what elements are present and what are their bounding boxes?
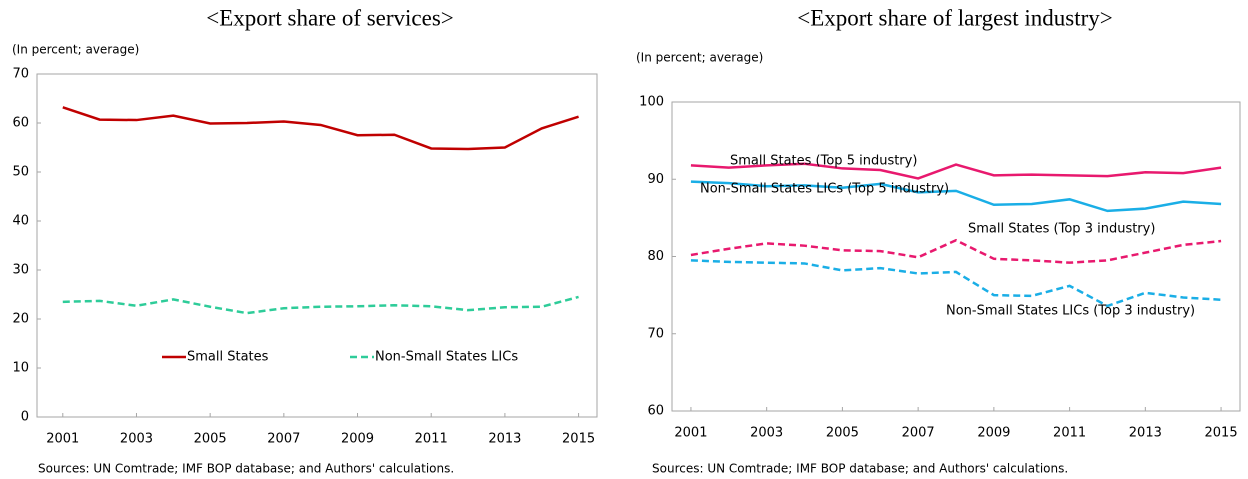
series-label: Small States (Top 5 industry) — [730, 154, 917, 169]
x-tick-label: 2015 — [562, 432, 595, 447]
plot-frame — [36, 73, 598, 418]
series-line — [690, 238, 1222, 264]
series-label: Non-Small States LICs (Top 5 industry) — [700, 182, 949, 197]
y-tick-label: 80 — [647, 249, 664, 264]
series-line — [62, 295, 579, 315]
x-tick-label: 2011 — [1053, 426, 1086, 441]
x-tick-label: 2005 — [826, 426, 859, 441]
x-tick-label: 2011 — [415, 432, 448, 447]
series-line — [690, 180, 1222, 213]
x-tick-label: 2005 — [194, 432, 227, 447]
x-tick-label: 2007 — [267, 432, 300, 447]
y-tick-label: 60 — [12, 116, 29, 131]
chart-title: <Export share of services> — [206, 5, 454, 30]
source-note: Sources: UN Comtrade; IMF BOP database; … — [652, 462, 1068, 476]
source-note: Sources: UN Comtrade; IMF BOP database; … — [38, 462, 454, 476]
y-tick-label: 90 — [647, 172, 664, 187]
x-tick-label: 2007 — [902, 426, 935, 441]
y-tick-label: 70 — [647, 326, 664, 341]
x-tick-label: 2001 — [674, 426, 707, 441]
y-tick-label: 100 — [639, 95, 664, 110]
x-tick-label: 2003 — [120, 432, 153, 447]
y-tick-label: 30 — [12, 263, 29, 278]
x-tick-label: 2001 — [46, 432, 79, 447]
y-tick-label: 50 — [12, 165, 29, 180]
x-tick-label: 2009 — [341, 432, 374, 447]
x-tick-label: 2003 — [750, 426, 783, 441]
y-tick-label: 40 — [12, 214, 29, 229]
series-line — [690, 162, 1222, 180]
legend-label: Non-Small States LICs — [375, 350, 518, 365]
x-tick-label: 2015 — [1205, 426, 1238, 441]
series-label: Non-Small States LICs (Top 3 industry) — [946, 304, 1195, 319]
y-axis-label: (In percent; average) — [12, 43, 139, 57]
legend-label: Small States — [187, 350, 269, 365]
series-line — [62, 106, 579, 151]
series-label: Small States (Top 3 industry) — [968, 222, 1155, 237]
series-line — [690, 259, 1222, 308]
y-tick-label: 10 — [12, 361, 29, 376]
y-tick-label: 0 — [21, 410, 29, 425]
y-tick-label: 60 — [647, 404, 664, 419]
y-axis-label: (In percent; average) — [636, 51, 763, 65]
x-tick-label: 2009 — [977, 426, 1010, 441]
plot-frame — [671, 101, 1241, 412]
chart-title: <Export share of largest industry> — [797, 5, 1113, 30]
x-tick-label: 2013 — [1129, 426, 1162, 441]
y-tick-label: 70 — [12, 67, 29, 82]
y-tick-label: 20 — [12, 312, 29, 327]
x-tick-label: 2013 — [488, 432, 521, 447]
